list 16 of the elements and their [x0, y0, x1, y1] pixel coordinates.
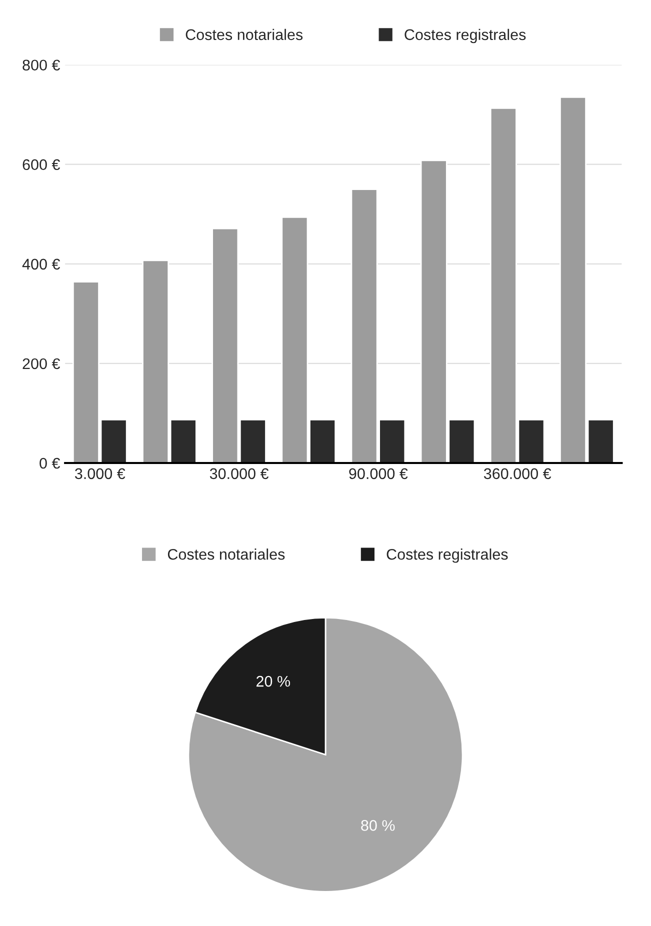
data-label: 80 % — [361, 820, 395, 831]
x-tick-label: 3.000 € — [74, 468, 126, 480]
legend-label: Costes notariales — [168, 548, 285, 560]
y-tick-label: 200 € — [22, 358, 60, 370]
data-label: 20 % — [256, 676, 290, 687]
y-tick-label: 400 € — [22, 258, 60, 270]
x-tick-label: 30.000 € — [210, 468, 269, 480]
y-tick-label: 0 € — [40, 458, 60, 469]
x-tick-label: 360.000 € — [484, 468, 552, 480]
legend-label: Costes registrales — [404, 28, 526, 44]
x-tick-label: 90.000 € — [349, 468, 408, 480]
y-tick-label: 800 € — [22, 60, 60, 71]
legend-label: Costes notariales — [186, 28, 303, 40]
y-tick-label: 600 € — [22, 159, 60, 170]
pie-slice — [188, 616, 464, 892]
legend-label: Costes registrales — [386, 548, 508, 563]
